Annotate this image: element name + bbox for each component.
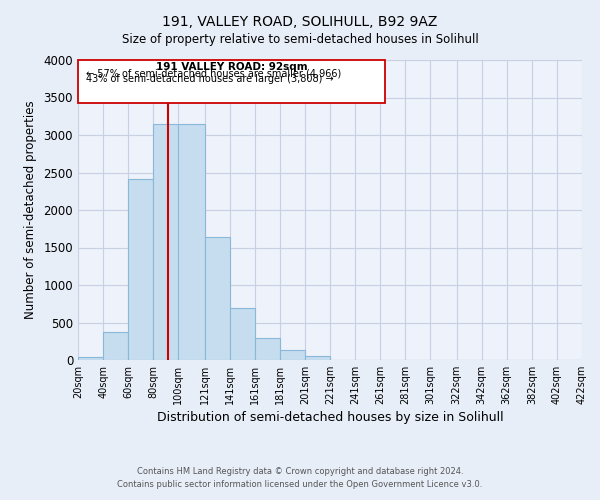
X-axis label: Distribution of semi-detached houses by size in Solihull: Distribution of semi-detached houses by … [157, 411, 503, 424]
Bar [205, 237, 230, 360]
Y-axis label: Number of semi-detached properties: Number of semi-detached properties [23, 100, 37, 320]
Text: 191, VALLEY ROAD, SOLIHULL, B92 9AZ: 191, VALLEY ROAD, SOLIHULL, B92 9AZ [163, 15, 437, 29]
Bar [178, 124, 205, 360]
Bar [230, 308, 255, 360]
Text: 191 VALLEY ROAD: 92sqm: 191 VALLEY ROAD: 92sqm [156, 62, 307, 72]
Text: ← 57% of semi-detached houses are smaller (4,966): ← 57% of semi-detached houses are smalle… [86, 68, 341, 78]
Text: Size of property relative to semi-detached houses in Solihull: Size of property relative to semi-detach… [122, 32, 478, 46]
Bar [78, 357, 103, 360]
Text: 43% of semi-detached houses are larger (3,808) →: 43% of semi-detached houses are larger (… [86, 74, 333, 84]
Bar [103, 332, 128, 360]
Bar [128, 178, 153, 360]
Bar [153, 124, 178, 360]
Bar [305, 356, 330, 360]
FancyBboxPatch shape [78, 60, 385, 103]
Text: Contains HM Land Registry data © Crown copyright and database right 2024.
Contai: Contains HM Land Registry data © Crown c… [118, 468, 482, 489]
Bar [255, 338, 280, 360]
Bar [280, 350, 305, 360]
